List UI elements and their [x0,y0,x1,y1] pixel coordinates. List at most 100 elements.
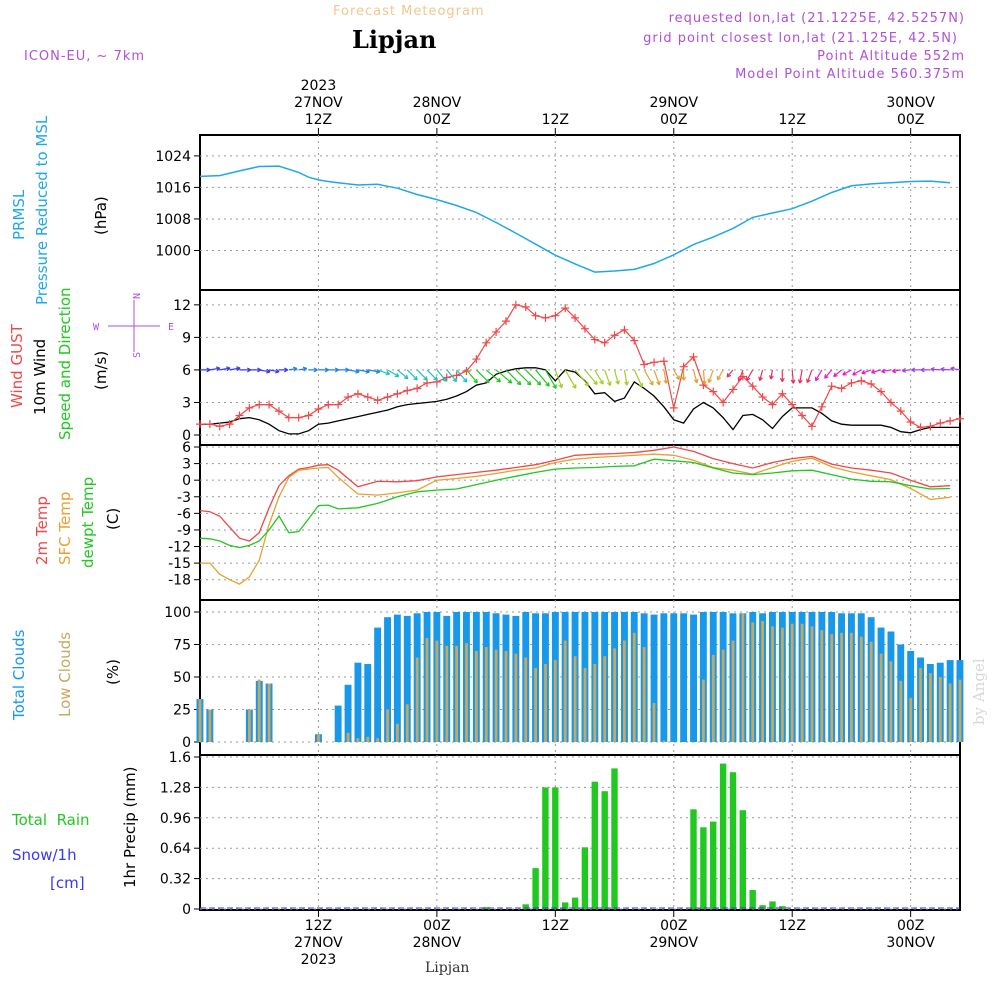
wind-direction-arrow [456,369,468,383]
gust-marker [906,417,915,426]
panel-3: 0 25 50 75 100 [164,599,964,756]
y-tick-label: 1.28 [160,780,191,796]
bottom-station: Lipjan [425,960,469,976]
panel-0: 1000 1008 1016 1024 [155,134,961,291]
wind-direction-arrow [298,366,308,372]
low-cloud-bar [405,704,409,742]
wind-direction-arrow [209,366,221,372]
bottom-time-label: 28NOV [413,935,462,951]
wind-direction-arrow [229,366,241,372]
wind-direction-arrow [707,369,714,384]
wind-direction-arrow [815,369,823,382]
gust-marker [640,360,649,369]
bottom-time-label: 00Z [423,918,450,934]
rain-bar [591,781,598,909]
low-cloud-bar [514,653,518,742]
gust-marker [373,396,382,405]
wind-direction-arrow [535,369,550,387]
low-cloud-bar [593,664,597,742]
compass-w: W [93,322,100,333]
gust-marker [284,413,293,422]
wind-direction-arrow [758,369,764,382]
gust-marker [837,384,846,393]
wind-direction-arrow [870,369,882,374]
y-tick-label: 0.64 [160,841,191,857]
rain-bar [571,897,579,909]
gust-marker [551,311,560,320]
wind-direction-arrow [426,369,438,381]
temp-unit: (C) [104,508,122,530]
wind-direction-arrow [833,369,842,378]
wind-gust-line [200,304,961,429]
y-tick-label: 50 [173,670,191,686]
wind-direction-arrow [663,369,669,384]
rain-bar [769,901,776,909]
wind-direction-arrow [436,369,447,382]
wind-direction-arrow [466,369,478,384]
total-cloud-bar [344,684,352,742]
wind-direction-arrow [377,369,390,376]
wind-direction-arrow [746,369,754,382]
gust-marker [235,411,244,420]
low-cloud-bar [731,640,735,742]
compass-s: S [132,352,143,358]
gust-marker [728,385,737,394]
gust-marker [768,400,777,409]
rain-bar [581,847,589,910]
y-tick-label: -3 [177,490,191,506]
wind-direction-arrow [219,366,231,372]
wind-direction-arrow [633,369,644,388]
total-cloud-bar [690,614,697,742]
low-cloud-bar [909,697,913,742]
low-cloud-bar [820,630,824,742]
wind-direction-arrow [525,369,542,386]
y-tick-label: 9 [182,330,191,346]
precip-label-unit: [cm] [50,874,85,892]
compass-e: E [168,322,174,333]
temp-label-sfc: SFC Temp [56,492,74,565]
low-cloud-bar [800,623,804,742]
gust-marker [827,382,836,391]
wind-direction-arrow [239,367,252,373]
wind-direction-arrow [950,366,961,372]
y-tick-label: 75 [173,638,191,654]
rain-bar [542,787,549,909]
gust-marker [610,331,619,340]
panel-frame [199,754,961,911]
y-tick-label: 100 [164,605,191,621]
low-cloud-bar [356,738,360,742]
rain-bar [483,907,490,909]
cloud-unit: (%) [104,659,122,685]
wind-direction-arrow [475,369,490,384]
low-cloud-bar [544,664,547,742]
wind-direction-arrow [574,369,589,387]
y-tick-label: 0 [182,902,191,918]
precip-label-rain: Total Rain [11,811,90,829]
y-tick-label: 3 [182,395,191,411]
temp-2m-line [199,446,951,542]
wind-direction-arrow [842,369,852,376]
compass-n: N [132,293,143,299]
gust-marker [196,420,204,429]
gust-marker [788,400,797,409]
top-title: Forecast Meteogram [333,4,485,19]
wind-direction-arrow [357,369,370,374]
wind-direction-arrow [416,369,428,381]
compass-icon: W E N S [93,293,174,358]
rain-bar [749,890,756,909]
gust-marker [324,400,333,409]
precip-label-snow: Snow/1h [12,846,77,864]
low-cloud-bar [790,623,794,742]
wind-direction-arrow [852,369,862,376]
model-altitude: Model Point Altitude 560.375m [735,67,965,82]
point-altitude: Point Altitude 552m [817,49,965,64]
rain-bar [779,906,786,909]
precip-labels: Total Rain Snow/1h [cm] 1hr Precip (mm) [11,767,139,892]
top-time-label: 29NOV [649,95,698,111]
temp-sfc-line [200,453,951,585]
gust-marker [403,386,412,395]
gust-marker [669,403,678,412]
low-cloud-bar [850,632,853,742]
low-cloud-bar [603,656,607,742]
